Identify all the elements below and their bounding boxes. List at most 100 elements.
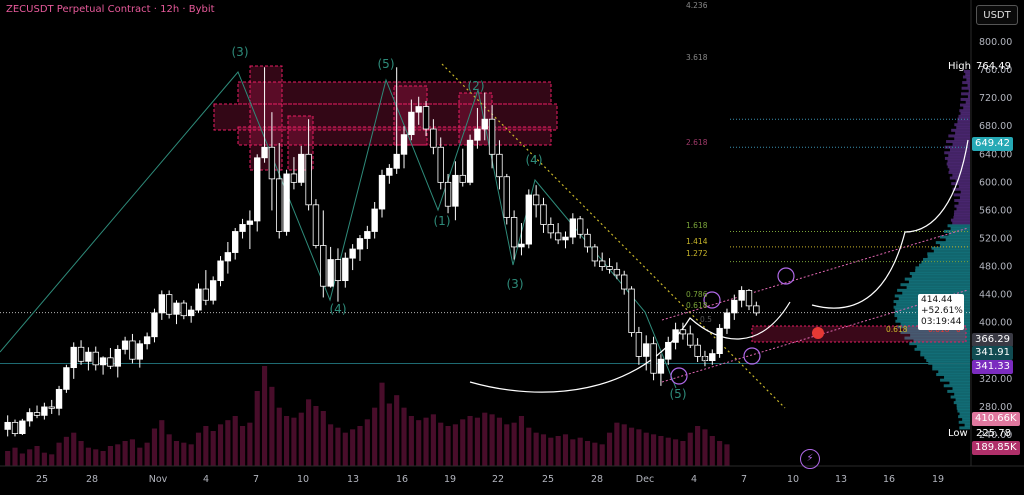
volume-bar [673,439,679,466]
fib-small-label: 0.618 [886,325,908,334]
profile-bar [949,148,970,152]
candle-body [643,343,650,357]
candle-body [26,412,33,422]
candle-body [672,329,679,343]
candle-body [312,204,320,246]
time-tick-label: Dec [636,474,654,485]
wave-label: (5) [670,387,687,401]
volume-bar [540,434,547,466]
candle-body [408,111,415,136]
profile-bar [900,330,970,334]
volume-bar [401,407,407,466]
candle-body [4,421,11,430]
currency-button[interactable]: USDT [976,5,1018,25]
profile-bar [944,156,970,160]
volume-bar [702,429,708,466]
volume-tag-2: 189.85K [972,441,1020,455]
volume-bar [217,424,224,466]
time-tick-label: 28 [591,474,603,485]
wave-label: (5) [378,57,395,71]
profile-bar [904,336,970,340]
candle-body [246,220,254,225]
profile-bar [963,106,970,110]
volume-bar [107,446,113,466]
profile-bar [950,227,970,231]
volume-bar [533,432,539,466]
candle-body [19,420,26,434]
profile-bar [935,241,970,245]
price-tick-label: 400.00 [979,318,1012,329]
profile-bar [932,364,970,368]
profile-bar [926,359,970,363]
price-tick-label: 760.00 [979,65,1012,76]
time-tick-label: 28 [86,474,98,485]
price-change: +52.61% [921,306,963,316]
time-tick-label: 16 [883,474,895,485]
profile-bar [915,269,970,273]
profile-bar [939,243,970,247]
high-label: High [948,61,971,72]
profile-bar [954,123,970,127]
time-tick-label: 25 [36,474,48,485]
candle-body [239,224,246,232]
candle-body [364,231,371,239]
candle-body [202,288,210,301]
candle-body [518,243,525,248]
profile-bar [951,182,970,186]
volume-bar [225,420,231,466]
time-tick-label: 10 [297,474,309,485]
candle-body [554,232,562,241]
lightning-icon[interactable]: ⚡ [800,449,820,469]
volume-bar [717,441,723,466]
fib-level-label: 4.236 [686,1,708,10]
projection-curve-2 [811,139,969,309]
profile-bar [944,375,970,379]
candle-body [525,194,532,245]
volume-bar [328,424,334,466]
volume-bar [636,429,642,466]
candle-body [621,274,628,290]
volume-bar [195,432,202,466]
candle-body [158,294,165,314]
candle-body [217,260,224,282]
volume-bar [504,424,510,466]
time-tick-label: 7 [253,474,259,485]
candle-body [584,233,591,248]
volume-bar [210,431,216,466]
candle-body [342,257,349,282]
profile-bar [958,420,970,424]
candle-body [371,208,378,232]
volume-bar [562,434,569,466]
profile-bar [954,199,970,203]
candle-body [532,194,540,206]
profile-bar [952,142,970,146]
profile-bar [954,392,970,396]
fib-price-tag: 649.42 [972,137,1013,151]
volume-bar [100,451,106,466]
candle-body [591,246,599,262]
current-price: 414.44 [921,295,953,305]
volume-bar [695,426,701,466]
volume-bar [709,436,715,466]
candle-body [694,344,701,357]
profile-bar [962,81,970,85]
volume-bar [665,437,671,466]
volume-bar [482,412,488,466]
time-tick-label: 19 [932,474,944,485]
fib-level-label: 1.272 [686,249,708,258]
candle-body [187,309,195,317]
profile-bar [916,344,970,348]
volume-bar [438,422,444,466]
candle-body [753,305,760,314]
profile-bar [959,426,970,430]
price-tick-label: 480.00 [979,262,1012,273]
candle-body [547,224,555,234]
candle-body [165,294,173,315]
profile-bar [933,249,970,253]
profile-bar [968,89,970,93]
candle-body [687,333,694,346]
profile-bar [952,387,970,391]
profile-bar [961,86,970,90]
